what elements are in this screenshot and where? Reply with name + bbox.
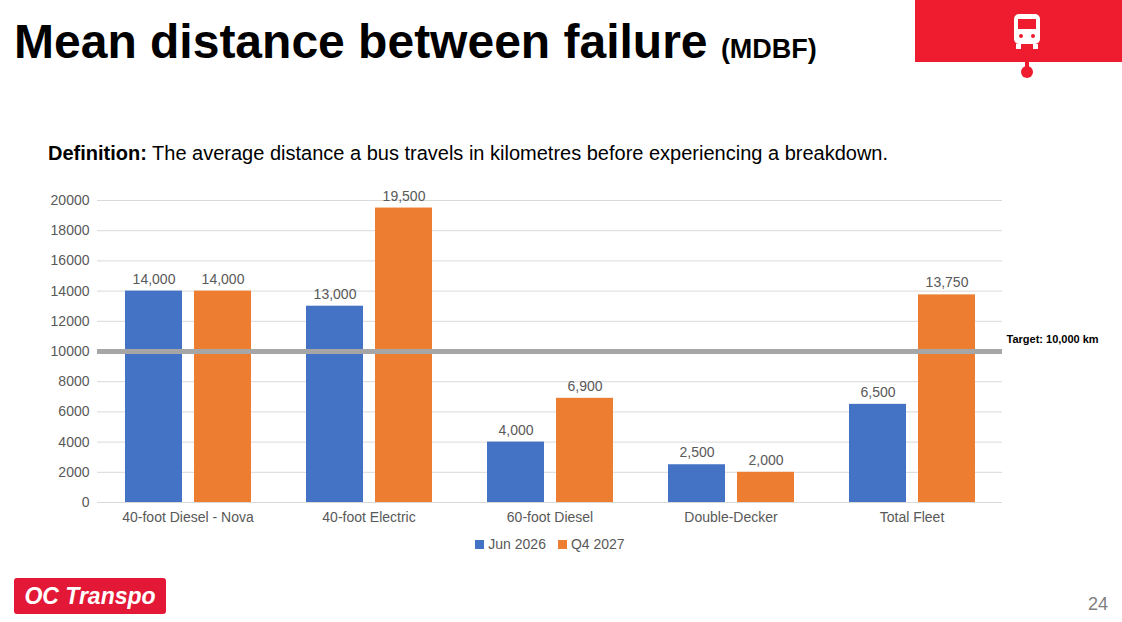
- svg-text:16000: 16000: [51, 252, 90, 268]
- svg-text:4,000: 4,000: [498, 422, 533, 438]
- svg-text:2,000: 2,000: [748, 452, 783, 468]
- html-text:Q4 2027: Q4 2027: [570, 536, 625, 552]
- svg-text:6,900: 6,900: [567, 378, 602, 394]
- html-text:Definition: The average distan: Definition: The average distance a bus t…: [48, 142, 888, 164]
- svg-text:4000: 4000: [58, 434, 89, 450]
- html-text:Jun 2026: Jun 2026: [488, 536, 546, 552]
- svg-text:19,500: 19,500: [383, 188, 426, 204]
- html-text:Mean distance between failure(: Mean distance between failure(MDBF): [14, 15, 817, 68]
- svg-text:60-foot Diesel: 60-foot Diesel: [507, 509, 593, 525]
- svg-text:2000: 2000: [58, 464, 89, 480]
- svg-text:0: 0: [82, 494, 90, 510]
- html-text:OC Transpo: OC Transpo: [24, 583, 156, 609]
- svg-text:13,000: 13,000: [314, 286, 357, 302]
- svg-text:10000: 10000: [51, 343, 90, 359]
- svg-text:14000: 14000: [51, 283, 90, 299]
- svg-text:12000: 12000: [51, 313, 90, 329]
- svg-text:40-foot Diesel - Nova: 40-foot Diesel - Nova: [122, 509, 254, 525]
- svg-text:Double-Decker: Double-Decker: [684, 509, 778, 525]
- svg-text:Target: 10,000 km: Target: 10,000 km: [1007, 333, 1099, 345]
- html-text:24: 24: [1088, 594, 1108, 614]
- svg-text:2,500: 2,500: [679, 444, 714, 460]
- svg-text:6000: 6000: [58, 403, 89, 419]
- svg-text:20000: 20000: [51, 192, 90, 208]
- svg-text:40-foot Electric: 40-foot Electric: [322, 509, 415, 525]
- svg-text:18000: 18000: [51, 222, 90, 238]
- svg-text:Total Fleet: Total Fleet: [880, 509, 945, 525]
- svg-text:8000: 8000: [58, 373, 89, 389]
- svg-text:13,750: 13,750: [926, 274, 969, 290]
- svg-text:14,000: 14,000: [133, 271, 176, 287]
- svg-text:6,500: 6,500: [860, 384, 895, 400]
- svg-text:14,000: 14,000: [202, 271, 245, 287]
